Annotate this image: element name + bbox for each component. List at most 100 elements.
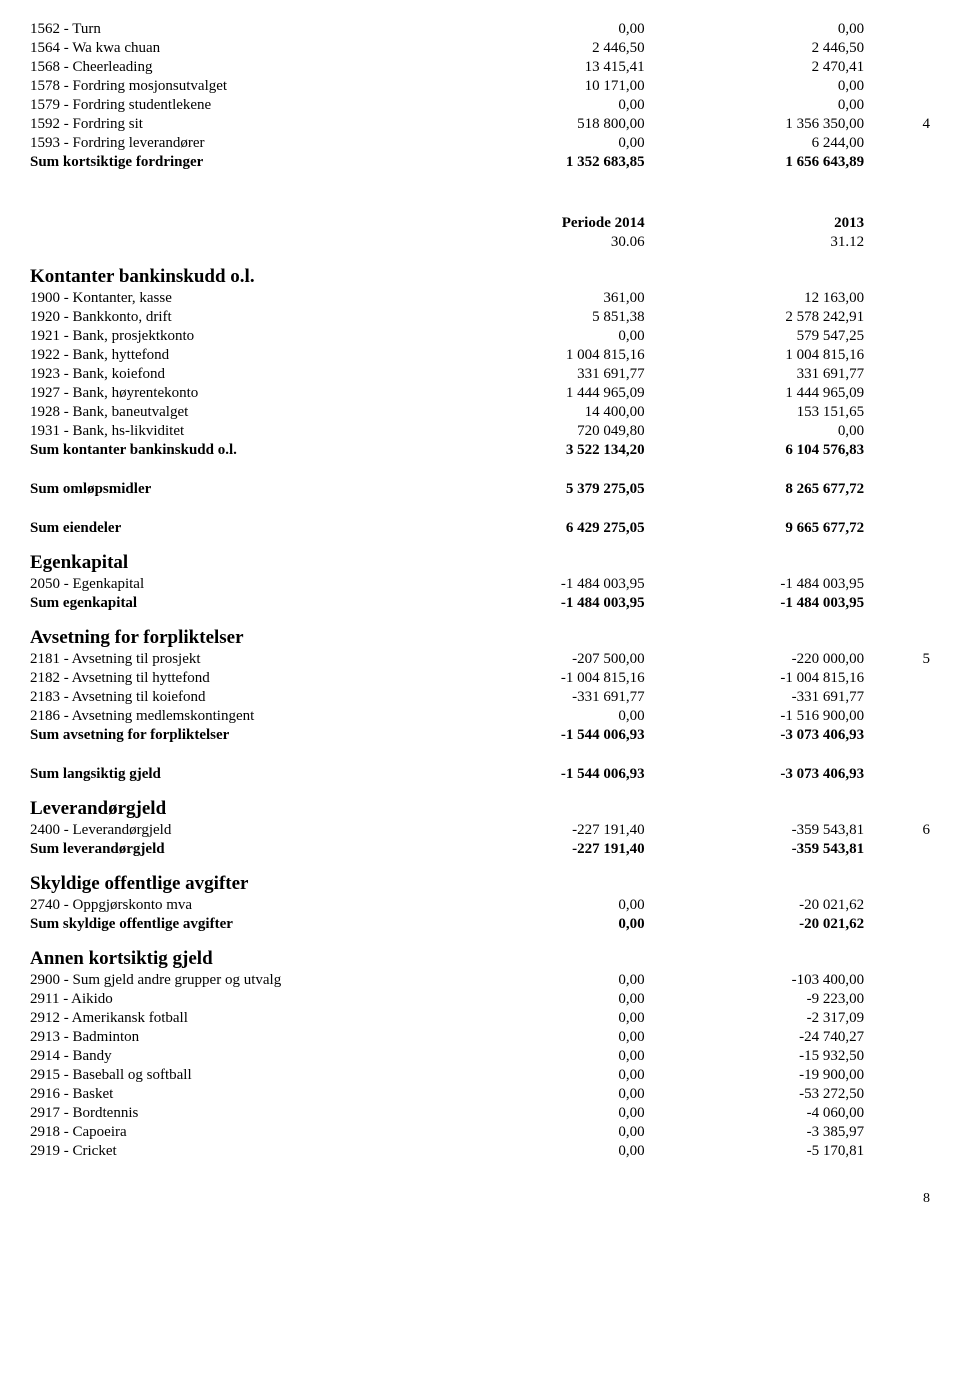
row-value-1: 0,00 [425, 1066, 645, 1085]
row-value-2: -3 073 406,93 [645, 765, 865, 784]
row-value-1: -1 544 006,93 [425, 726, 645, 745]
row-label: 2183 - Avsetning til koiefond [30, 688, 425, 707]
period-right: 2013 [645, 214, 865, 233]
row-note [864, 1123, 930, 1142]
row-value-1: 13 415,41 [425, 58, 645, 77]
row-value-2: 1 656 643,89 [645, 153, 865, 172]
row-label: 1900 - Kontanter, kasse [30, 289, 425, 308]
row-label: Sum leverandørgjeld [30, 840, 425, 859]
row-value-2: -5 170,81 [645, 1142, 865, 1161]
row-note: 4 [864, 115, 930, 134]
row-label: 2918 - Capoeira [30, 1123, 425, 1142]
row-value-2: -53 272,50 [645, 1085, 865, 1104]
row-note [864, 327, 930, 346]
row-value-1: 0,00 [425, 327, 645, 346]
row-value-2: 8 265 677,72 [645, 480, 865, 499]
row-label: 2181 - Avsetning til prosjekt [30, 650, 425, 669]
row-note [864, 726, 930, 745]
row-label: 2914 - Bandy [30, 1047, 425, 1066]
row-value-1: 14 400,00 [425, 403, 645, 422]
row-value-2: -1 484 003,95 [645, 594, 865, 613]
row-label: 1927 - Bank, høyrentekonto [30, 384, 425, 403]
row-note [864, 480, 930, 499]
row-value-1: 6 429 275,05 [425, 519, 645, 538]
row-note [864, 575, 930, 594]
row-note [864, 669, 930, 688]
row-label: Sum avsetning for forpliktelser [30, 726, 425, 745]
row-value-2: 2 578 242,91 [645, 308, 865, 327]
row-note [864, 707, 930, 726]
page-number: 8 [30, 1191, 930, 1207]
row-label: 2915 - Baseball og softball [30, 1066, 425, 1085]
row-note [864, 765, 930, 784]
row-value-1: 0,00 [425, 1028, 645, 1047]
row-value-1: 5 851,38 [425, 308, 645, 327]
row-label: 1593 - Fordring leverandører [30, 134, 425, 153]
row-note [864, 289, 930, 308]
row-label: Sum skyldige offentlige avgifter [30, 915, 425, 934]
row-label: 1578 - Fordring mosjonsutvalget [30, 77, 425, 96]
row-note [864, 896, 930, 915]
row-value-1: 0,00 [425, 971, 645, 990]
row-value-2: 153 151,65 [645, 403, 865, 422]
row-label: 1592 - Fordring sit [30, 115, 425, 134]
row-value-1: 1 004 815,16 [425, 346, 645, 365]
row-note [864, 971, 930, 990]
row-note [864, 153, 930, 172]
row-label: 1931 - Bank, hs-likviditet [30, 422, 425, 441]
row-note [864, 990, 930, 1009]
row-value-1: 0,00 [425, 96, 645, 115]
row-note [864, 58, 930, 77]
row-value-2: 1 356 350,00 [645, 115, 865, 134]
row-label: 2913 - Badminton [30, 1028, 425, 1047]
row-value-1: -1 544 006,93 [425, 765, 645, 784]
row-value-1: 0,00 [425, 20, 645, 39]
row-label: Sum egenkapital [30, 594, 425, 613]
row-label: 1921 - Bank, prosjektkonto [30, 327, 425, 346]
row-label: 2740 - Oppgjørskonto mva [30, 896, 425, 915]
row-note [864, 346, 930, 365]
row-label: Sum eiendeler [30, 519, 425, 538]
row-value-2: -3 385,97 [645, 1123, 865, 1142]
row-value-2: -15 932,50 [645, 1047, 865, 1066]
row-label: Sum kortsiktige fordringer [30, 153, 425, 172]
row-note [864, 1085, 930, 1104]
row-value-1: 1 352 683,85 [425, 153, 645, 172]
row-value-2: -4 060,00 [645, 1104, 865, 1123]
row-value-1: 2 446,50 [425, 39, 645, 58]
row-value-1: 720 049,80 [425, 422, 645, 441]
row-label: Sum kontanter bankinskudd o.l. [30, 441, 425, 460]
row-value-1: 0,00 [425, 707, 645, 726]
row-value-1: -331 691,77 [425, 688, 645, 707]
row-label: 2916 - Basket [30, 1085, 425, 1104]
row-value-2: -1 516 900,00 [645, 707, 865, 726]
row-value-1: 0,00 [425, 1104, 645, 1123]
row-value-1: -227 191,40 [425, 840, 645, 859]
row-value-1: 0,00 [425, 990, 645, 1009]
row-value-2: 12 163,00 [645, 289, 865, 308]
row-note [864, 39, 930, 58]
row-note [864, 384, 930, 403]
row-value-2: -359 543,81 [645, 821, 865, 840]
row-label: 2182 - Avsetning til hyttefond [30, 669, 425, 688]
row-note [864, 594, 930, 613]
row-label: 1568 - Cheerleading [30, 58, 425, 77]
row-value-2: 9 665 677,72 [645, 519, 865, 538]
row-note [864, 1047, 930, 1066]
financial-table: 1562 - Turn0,000,001564 - Wa kwa chuan2 … [30, 20, 930, 1161]
row-note [864, 840, 930, 859]
row-value-2: -359 543,81 [645, 840, 865, 859]
row-note [864, 1142, 930, 1161]
row-value-2: -1 484 003,95 [645, 575, 865, 594]
row-note [864, 365, 930, 384]
row-note [864, 915, 930, 934]
row-value-1: 0,00 [425, 1142, 645, 1161]
row-note [864, 403, 930, 422]
row-note [864, 1009, 930, 1028]
row-value-2: -3 073 406,93 [645, 726, 865, 745]
section-heading: Egenkapital [30, 538, 930, 575]
row-value-1: 0,00 [425, 915, 645, 934]
row-value-1: -1 484 003,95 [425, 594, 645, 613]
row-value-2: 1 004 815,16 [645, 346, 865, 365]
row-value-2: -24 740,27 [645, 1028, 865, 1047]
